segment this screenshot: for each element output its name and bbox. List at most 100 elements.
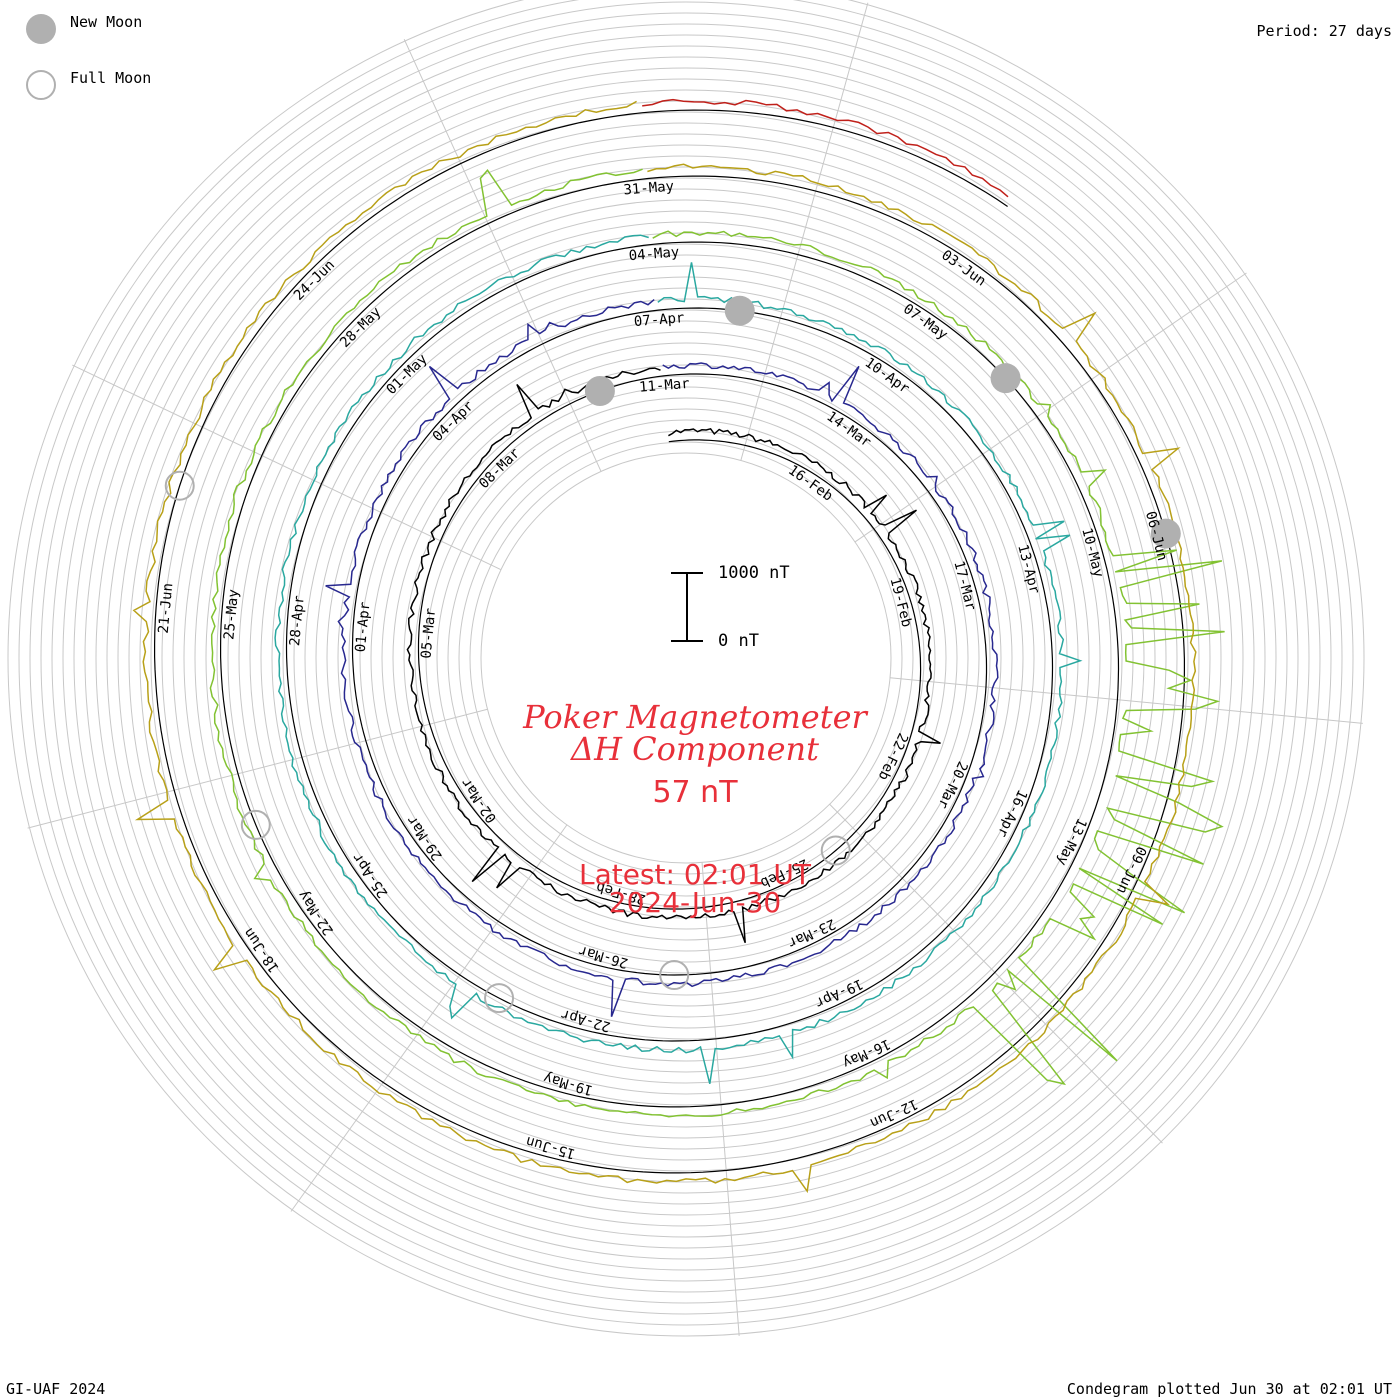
grid-ring [95, 67, 1277, 1249]
latest-date: 2024-Jun-30 [608, 886, 782, 919]
data-traces [132, 98, 1225, 1194]
grid-circles [7, 0, 1365, 1337]
legend-new-moon-label: New Moon [70, 13, 143, 31]
grid-ring [205, 177, 1167, 1139]
grid-ring [40, 12, 1332, 1304]
grid-ring [117, 89, 1255, 1227]
baseline-circles [154, 109, 1185, 1174]
grid-spoke [72, 364, 502, 571]
footer-credit: GI-UAF 2024 [6, 1380, 106, 1398]
grid-ring [348, 320, 1024, 996]
date-label: 05-Mar [418, 607, 439, 659]
current-value: 57 nT [652, 775, 738, 810]
date-label: 11-Mar [639, 376, 691, 396]
date-label: 25-May [221, 589, 242, 641]
grid-ring [249, 221, 1123, 1095]
new-moon-marker [584, 375, 615, 406]
grid-ring [139, 111, 1233, 1205]
grid-ring [271, 243, 1101, 1073]
date-label: 28-May [337, 304, 384, 351]
scale-bar [671, 572, 703, 642]
date-label: 24-Jun [291, 257, 338, 304]
grid-ring [480, 452, 892, 864]
grid-ring [304, 276, 1068, 1040]
date-label: 19-Apr [813, 975, 866, 1011]
full-moon-icon [26, 70, 56, 100]
date-label: 29-Mar [404, 812, 446, 863]
grid-ring [161, 133, 1211, 1183]
new-moon-marker [724, 295, 755, 326]
legend-full-moon: Full Moon [26, 69, 152, 100]
trace-late-Jun [642, 98, 1009, 198]
grid-ring [84, 56, 1288, 1260]
full-moon-marker [484, 983, 515, 1014]
trace-10-Apr [274, 234, 1083, 1084]
moon-markers [164, 295, 1181, 1014]
grid-spoke [403, 38, 602, 472]
grid-ring [447, 419, 925, 897]
trace-14-Mar [325, 299, 999, 1017]
grid-ring [7, 0, 1365, 1337]
grid-ring [469, 441, 903, 875]
grid-ring [458, 430, 914, 886]
grid-ring [326, 298, 1046, 1018]
grid-ring [282, 254, 1090, 1062]
grid-ring [392, 364, 980, 952]
baseline-spiral [154, 109, 1185, 1174]
date-label: 23-Mar [785, 915, 838, 951]
grid-ring [194, 166, 1178, 1150]
date-label: 07-Apr [633, 310, 685, 330]
grid-ring [150, 122, 1222, 1194]
date-label: 04-May [628, 244, 680, 264]
date-label: 01-Apr [353, 601, 374, 653]
chart-subtitle: ΔH Component [570, 730, 820, 768]
full-moon-marker [240, 809, 271, 840]
grid-ring [62, 34, 1310, 1282]
date-label: 21-Jun [156, 582, 177, 634]
grid-ring [216, 188, 1156, 1128]
period-label: Period: 27 days [1256, 22, 1392, 40]
legend-full-moon-label: Full Moon [70, 69, 152, 87]
date-label: 28-Apr [287, 595, 308, 647]
trace-07-May [209, 168, 1225, 1118]
grid-ring [436, 408, 936, 908]
grid-ring [370, 342, 1002, 974]
trace-03-Jun [132, 100, 1197, 1194]
grid-ring [18, 0, 1354, 1326]
date-label: 01-May [383, 351, 430, 398]
grid-spokes [27, 2, 1363, 1336]
grid-spoke [290, 824, 568, 1212]
grid-ring [425, 397, 947, 919]
grid-ring [227, 199, 1145, 1117]
legend-new-moon: New Moon [26, 13, 143, 44]
new-moon-marker [990, 363, 1021, 394]
date-label: 16-May [840, 1035, 893, 1071]
grid-ring [51, 23, 1321, 1293]
grid-ring [414, 386, 958, 930]
grid-ring [238, 210, 1134, 1106]
grid-ring [128, 100, 1244, 1216]
date-label: 31-May [623, 179, 675, 199]
grid-ring [73, 45, 1299, 1271]
grid-ring [293, 265, 1079, 1051]
grid-ring [106, 78, 1266, 1238]
full-moon-marker [820, 835, 851, 866]
chart-title: Poker Magnetometer [523, 698, 867, 736]
scale-top-label: 1000 nT [718, 563, 790, 583]
latest-time: Latest: 02:01 UT [578, 858, 812, 891]
full-moon-marker [659, 960, 690, 991]
grid-spoke [27, 708, 488, 829]
grid-ring [29, 1, 1343, 1315]
footer-plotted: Condegram plotted Jun 30 at 02:01 UT [1066, 1380, 1392, 1398]
full-moon-marker [164, 470, 195, 501]
new-moon-icon [26, 14, 56, 44]
grid-ring [381, 353, 991, 963]
grid-spoke [701, 862, 740, 1336]
grid-ring [260, 232, 1112, 1084]
date-label: 12-Jun [867, 1095, 920, 1131]
grid-ring [172, 144, 1200, 1172]
grid-spoke [854, 272, 1247, 543]
new-moon-marker [1150, 518, 1181, 549]
grid-ring [403, 375, 969, 941]
